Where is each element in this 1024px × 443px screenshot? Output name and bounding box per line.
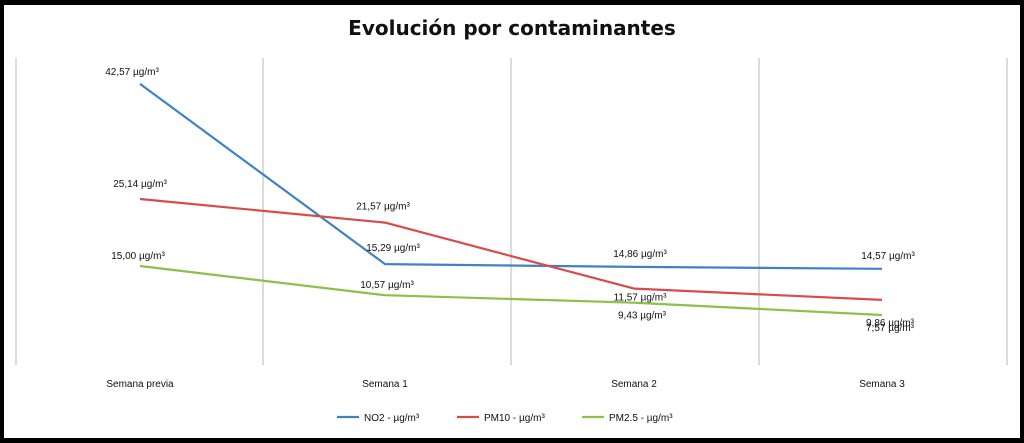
- data-label: 25,14 µg/m³: [113, 179, 167, 190]
- series-line-2: [139, 264, 883, 317]
- chart-title: Evolución por contaminantes: [348, 16, 676, 40]
- x-tick-label: Semana 1: [362, 379, 408, 390]
- data-label: 21,57 µg/m³: [356, 202, 410, 213]
- x-tick-label: Semana 2: [611, 379, 657, 390]
- x-tick-label: Semana previa: [106, 379, 174, 390]
- data-label: 14,86 µg/m³: [613, 249, 667, 260]
- legend-label: PM2.5 - µg/m³: [609, 413, 673, 424]
- data-label: 9,86 µg/m³: [866, 318, 915, 329]
- data-label: 42,57 µg/m³: [105, 67, 159, 78]
- data-label: 10,57 µg/m³: [360, 280, 414, 291]
- series-line-0: [139, 83, 883, 270]
- chart-frame: Evolución por contaminantes 42,57 µg/m³ 1…: [4, 5, 1020, 438]
- data-label: 11,57 µg/m³: [614, 293, 667, 304]
- data-label: 9,43 µg/m³: [618, 311, 667, 322]
- data-label: 15,00 µg/m³: [111, 251, 165, 262]
- data-label: 7,57 µg/m³: [866, 323, 915, 334]
- data-label: 14,57 µg/m³: [861, 251, 915, 262]
- x-tick-label: Semana 3: [859, 379, 905, 390]
- line-chart: Evolución por contaminantes 42,57 µg/m³ 1…: [15, 16, 1008, 424]
- data-label: 15,29 µg/m³: [366, 243, 420, 254]
- series-line-1: [139, 197, 883, 301]
- legend-label: PM10 - µg/m³: [484, 413, 545, 424]
- legend-label: NO2 - µg/m³: [364, 413, 420, 424]
